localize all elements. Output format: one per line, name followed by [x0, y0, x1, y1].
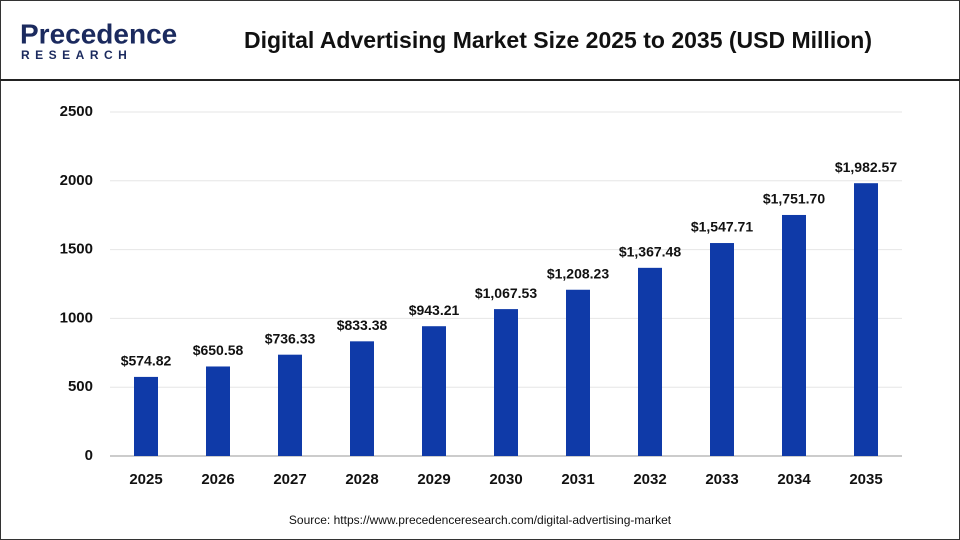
- value-label: $1,547.71: [691, 219, 753, 235]
- value-label: $736.33: [265, 330, 316, 346]
- value-label: $1,982.57: [835, 159, 897, 175]
- chart-title: Digital Advertising Market Size 2025 to …: [244, 27, 872, 53]
- bar: [278, 354, 302, 456]
- y-tick-label: 2500: [60, 103, 93, 120]
- bar: [854, 183, 878, 456]
- value-label: $574.82: [121, 353, 172, 369]
- value-label: $1,208.23: [547, 265, 609, 281]
- x-tick-label: 2035: [849, 471, 882, 488]
- x-tick-label: 2030: [489, 471, 522, 488]
- bar: [134, 376, 158, 456]
- x-tick-label: 2034: [777, 471, 811, 488]
- value-label: $1,751.70: [763, 191, 825, 207]
- bar: [494, 309, 518, 456]
- x-tick-label: 2028: [345, 471, 378, 488]
- bar: [350, 341, 374, 456]
- x-tick-label: 2032: [633, 471, 666, 488]
- x-tick-label: 2033: [705, 471, 738, 488]
- source: Source: https://www.precedenceresearch.c…: [289, 513, 672, 527]
- y-tick-label: 1500: [60, 241, 93, 258]
- value-label: $1,067.53: [475, 285, 537, 301]
- bar: [782, 214, 806, 456]
- x-tick-label: 2027: [273, 471, 306, 488]
- bar: [422, 326, 446, 456]
- x-tick-label: 2025: [129, 471, 162, 488]
- y-tick-label: 2000: [60, 172, 93, 189]
- value-label: $650.58: [193, 342, 244, 358]
- logo-name: Precedence: [20, 18, 177, 49]
- bar: [710, 243, 734, 456]
- bar: [566, 289, 590, 456]
- bar: [638, 267, 662, 456]
- x-tick-label: 2029: [417, 471, 450, 488]
- x-tick-label: 2026: [201, 471, 234, 488]
- y-tick-label: 1000: [60, 309, 93, 326]
- value-label: $1,367.48: [619, 244, 681, 260]
- value-label: $943.21: [409, 302, 460, 318]
- y-tick-label: 0: [85, 447, 93, 464]
- y-tick-label: 500: [68, 378, 93, 395]
- x-tick-label: 2031: [561, 471, 594, 488]
- logo-subtitle: RESEARCH: [21, 48, 132, 62]
- value-label: $833.38: [337, 317, 388, 333]
- bar: [206, 366, 230, 456]
